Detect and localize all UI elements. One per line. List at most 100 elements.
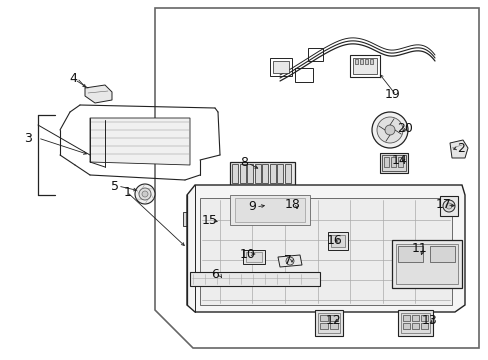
Bar <box>400 313 429 333</box>
Bar <box>402 315 409 321</box>
Text: 8: 8 <box>240 157 247 170</box>
Text: 3: 3 <box>24 131 32 144</box>
Bar <box>349 55 379 77</box>
Bar <box>402 323 409 329</box>
Bar <box>314 310 342 336</box>
Bar <box>235 198 305 222</box>
Circle shape <box>445 203 451 209</box>
Bar <box>276 164 283 183</box>
Text: 13: 13 <box>421 314 437 327</box>
Text: 5: 5 <box>111 180 119 193</box>
Bar <box>200 198 451 305</box>
Circle shape <box>371 112 407 148</box>
Text: 12: 12 <box>325 314 341 327</box>
Bar <box>379 153 407 173</box>
Circle shape <box>139 188 151 200</box>
Bar <box>190 208 196 234</box>
Bar <box>329 315 337 321</box>
Bar <box>269 58 291 76</box>
Text: 10: 10 <box>240 248 255 261</box>
Circle shape <box>384 125 394 135</box>
Bar <box>245 252 262 262</box>
Bar <box>231 164 238 183</box>
Bar <box>381 155 405 171</box>
Bar <box>237 195 243 208</box>
Polygon shape <box>85 85 112 103</box>
Bar <box>229 195 309 225</box>
Polygon shape <box>449 140 467 158</box>
Text: 15: 15 <box>202 213 218 226</box>
Bar <box>397 246 422 262</box>
Text: 20: 20 <box>396 122 412 135</box>
Bar <box>395 244 457 284</box>
Text: 11: 11 <box>411 242 427 255</box>
Bar <box>187 206 227 236</box>
Bar <box>296 203 302 208</box>
Circle shape <box>376 117 402 143</box>
Bar <box>268 195 274 208</box>
Circle shape <box>142 191 148 197</box>
Bar <box>198 208 203 234</box>
Bar <box>420 323 427 329</box>
Bar <box>214 208 220 234</box>
Bar <box>252 195 259 208</box>
Text: 9: 9 <box>247 201 255 213</box>
Bar <box>190 272 319 286</box>
Bar <box>411 315 418 321</box>
Bar <box>269 164 275 183</box>
Bar <box>205 208 212 234</box>
Bar <box>229 162 294 185</box>
Text: 17: 17 <box>435 198 451 211</box>
Text: 14: 14 <box>391 153 407 166</box>
Bar <box>272 61 288 73</box>
Bar <box>244 195 250 208</box>
Bar <box>411 323 418 329</box>
Text: 7: 7 <box>284 255 291 267</box>
Bar <box>183 212 190 226</box>
Text: 1: 1 <box>124 185 132 198</box>
Text: 6: 6 <box>211 269 219 282</box>
Text: 2: 2 <box>456 141 464 154</box>
Bar <box>261 195 266 208</box>
Bar <box>439 196 457 216</box>
Bar <box>420 315 427 321</box>
Bar <box>287 195 305 217</box>
Bar <box>254 164 260 183</box>
Bar <box>289 197 294 202</box>
Bar <box>289 209 294 214</box>
Bar <box>397 310 432 336</box>
Bar <box>319 315 327 321</box>
Bar <box>243 250 264 264</box>
Bar <box>397 157 402 167</box>
Bar <box>391 240 461 288</box>
Bar <box>296 209 302 214</box>
Bar <box>330 235 345 247</box>
Bar <box>354 59 357 64</box>
Text: 18: 18 <box>285 198 300 211</box>
Circle shape <box>135 184 155 204</box>
Bar <box>239 164 245 183</box>
Polygon shape <box>278 255 302 267</box>
Bar <box>296 197 302 202</box>
Bar <box>327 232 347 250</box>
Bar <box>429 246 454 262</box>
Polygon shape <box>186 185 464 312</box>
Bar <box>284 164 290 183</box>
Bar <box>390 157 395 167</box>
Bar <box>317 313 339 333</box>
Bar <box>369 59 372 64</box>
Text: 19: 19 <box>385 89 400 102</box>
Bar <box>383 157 388 167</box>
Circle shape <box>442 200 454 212</box>
Bar <box>294 68 312 82</box>
Bar <box>329 323 337 329</box>
Bar <box>364 59 367 64</box>
Bar <box>235 193 280 210</box>
Bar <box>246 164 252 183</box>
Text: 16: 16 <box>326 234 342 248</box>
Bar <box>352 58 376 74</box>
Bar <box>262 164 267 183</box>
Circle shape <box>285 257 293 265</box>
Bar <box>289 203 294 208</box>
Bar <box>307 48 323 61</box>
